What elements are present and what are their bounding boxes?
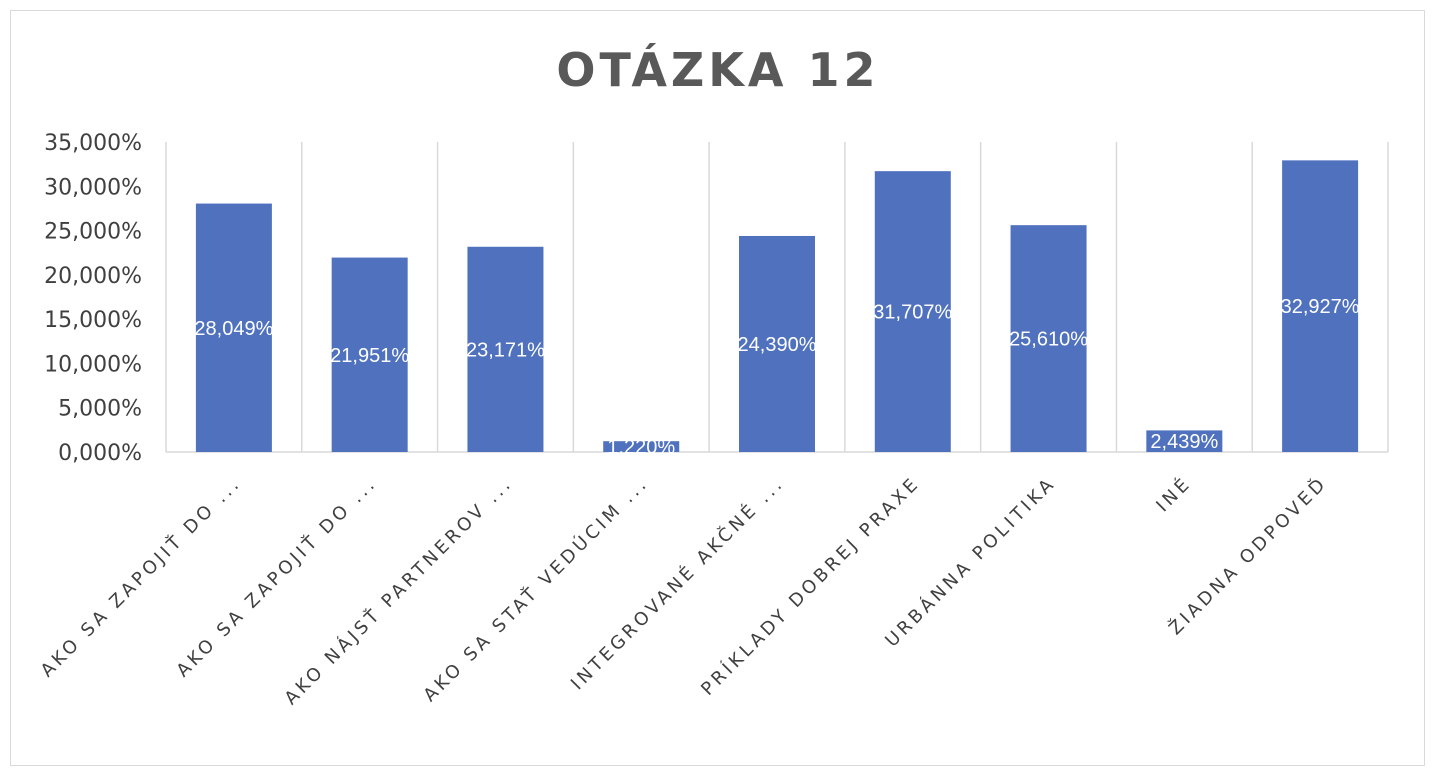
- bar: [603, 441, 680, 452]
- chart-frame: OTÁZKA 12 0,000% 5,000% 10,000% 15,000% 20,0…: [10, 10, 1425, 766]
- x-tick-label: INTEGROVANÉ AKČNÉ ...: [566, 472, 788, 694]
- x-tick-label: PRÍKLADY DOBREJ PRAXE: [696, 472, 924, 700]
- data-labels: 28,049% 21,951% 23,171% 1,220% 24,390% 31,707…: [194, 296, 1359, 458]
- y-tick-label: 0,000%: [58, 441, 142, 466]
- bar: [331, 257, 408, 452]
- x-tick-label: AKO NÁJSŤ PARTNEROV ...: [280, 472, 517, 709]
- data-label: 31,707%: [873, 302, 952, 324]
- y-tick-label: 30,000%: [44, 175, 142, 200]
- bar: [1146, 430, 1223, 452]
- data-label: 28,049%: [194, 318, 273, 340]
- y-tick-label: 15,000%: [44, 308, 142, 333]
- data-label: 25,610%: [1009, 329, 1088, 351]
- bar: [1282, 160, 1359, 453]
- y-tick-label: 5,000%: [58, 397, 142, 422]
- y-tick-label: 20,000%: [44, 264, 142, 289]
- bar: [1010, 225, 1087, 452]
- bars-layer: [195, 160, 1359, 453]
- x-tick-label: ŽIADNA ODPOVEĎ: [1164, 472, 1331, 639]
- bar: [467, 246, 544, 452]
- data-label: 2,439%: [1150, 431, 1218, 453]
- y-tick-label: 35,000%: [44, 131, 142, 156]
- y-tick-label: 25,000%: [44, 220, 142, 245]
- y-axis-tick-labels: 0,000% 5,000% 10,000% 15,000% 20,000% 25,000%…: [44, 131, 142, 466]
- x-axis-tick-labels: AKO SA ZAPOJIŤ DO ...AKO SA ZAPOJIŤ DO .…: [36, 472, 1332, 709]
- data-label: 1,220%: [607, 437, 675, 459]
- bar: [739, 235, 815, 452]
- data-label: 21,951%: [330, 345, 409, 367]
- data-label: 32,927%: [1281, 296, 1360, 318]
- x-tick-label: INÉ: [1152, 472, 1196, 516]
- x-tick-label: AKO SA STAŤ VEDÚCIM ...: [419, 472, 653, 706]
- data-label: 23,171%: [466, 339, 545, 361]
- bar-chart: OTÁZKA 12 0,000% 5,000% 10,000% 15,000% 20,0…: [36, 43, 1389, 709]
- data-label: 24,390%: [738, 334, 817, 356]
- chart-title: OTÁZKA 12: [556, 43, 879, 97]
- bar: [195, 203, 272, 452]
- bar: [874, 171, 951, 452]
- y-tick-label: 10,000%: [44, 352, 142, 377]
